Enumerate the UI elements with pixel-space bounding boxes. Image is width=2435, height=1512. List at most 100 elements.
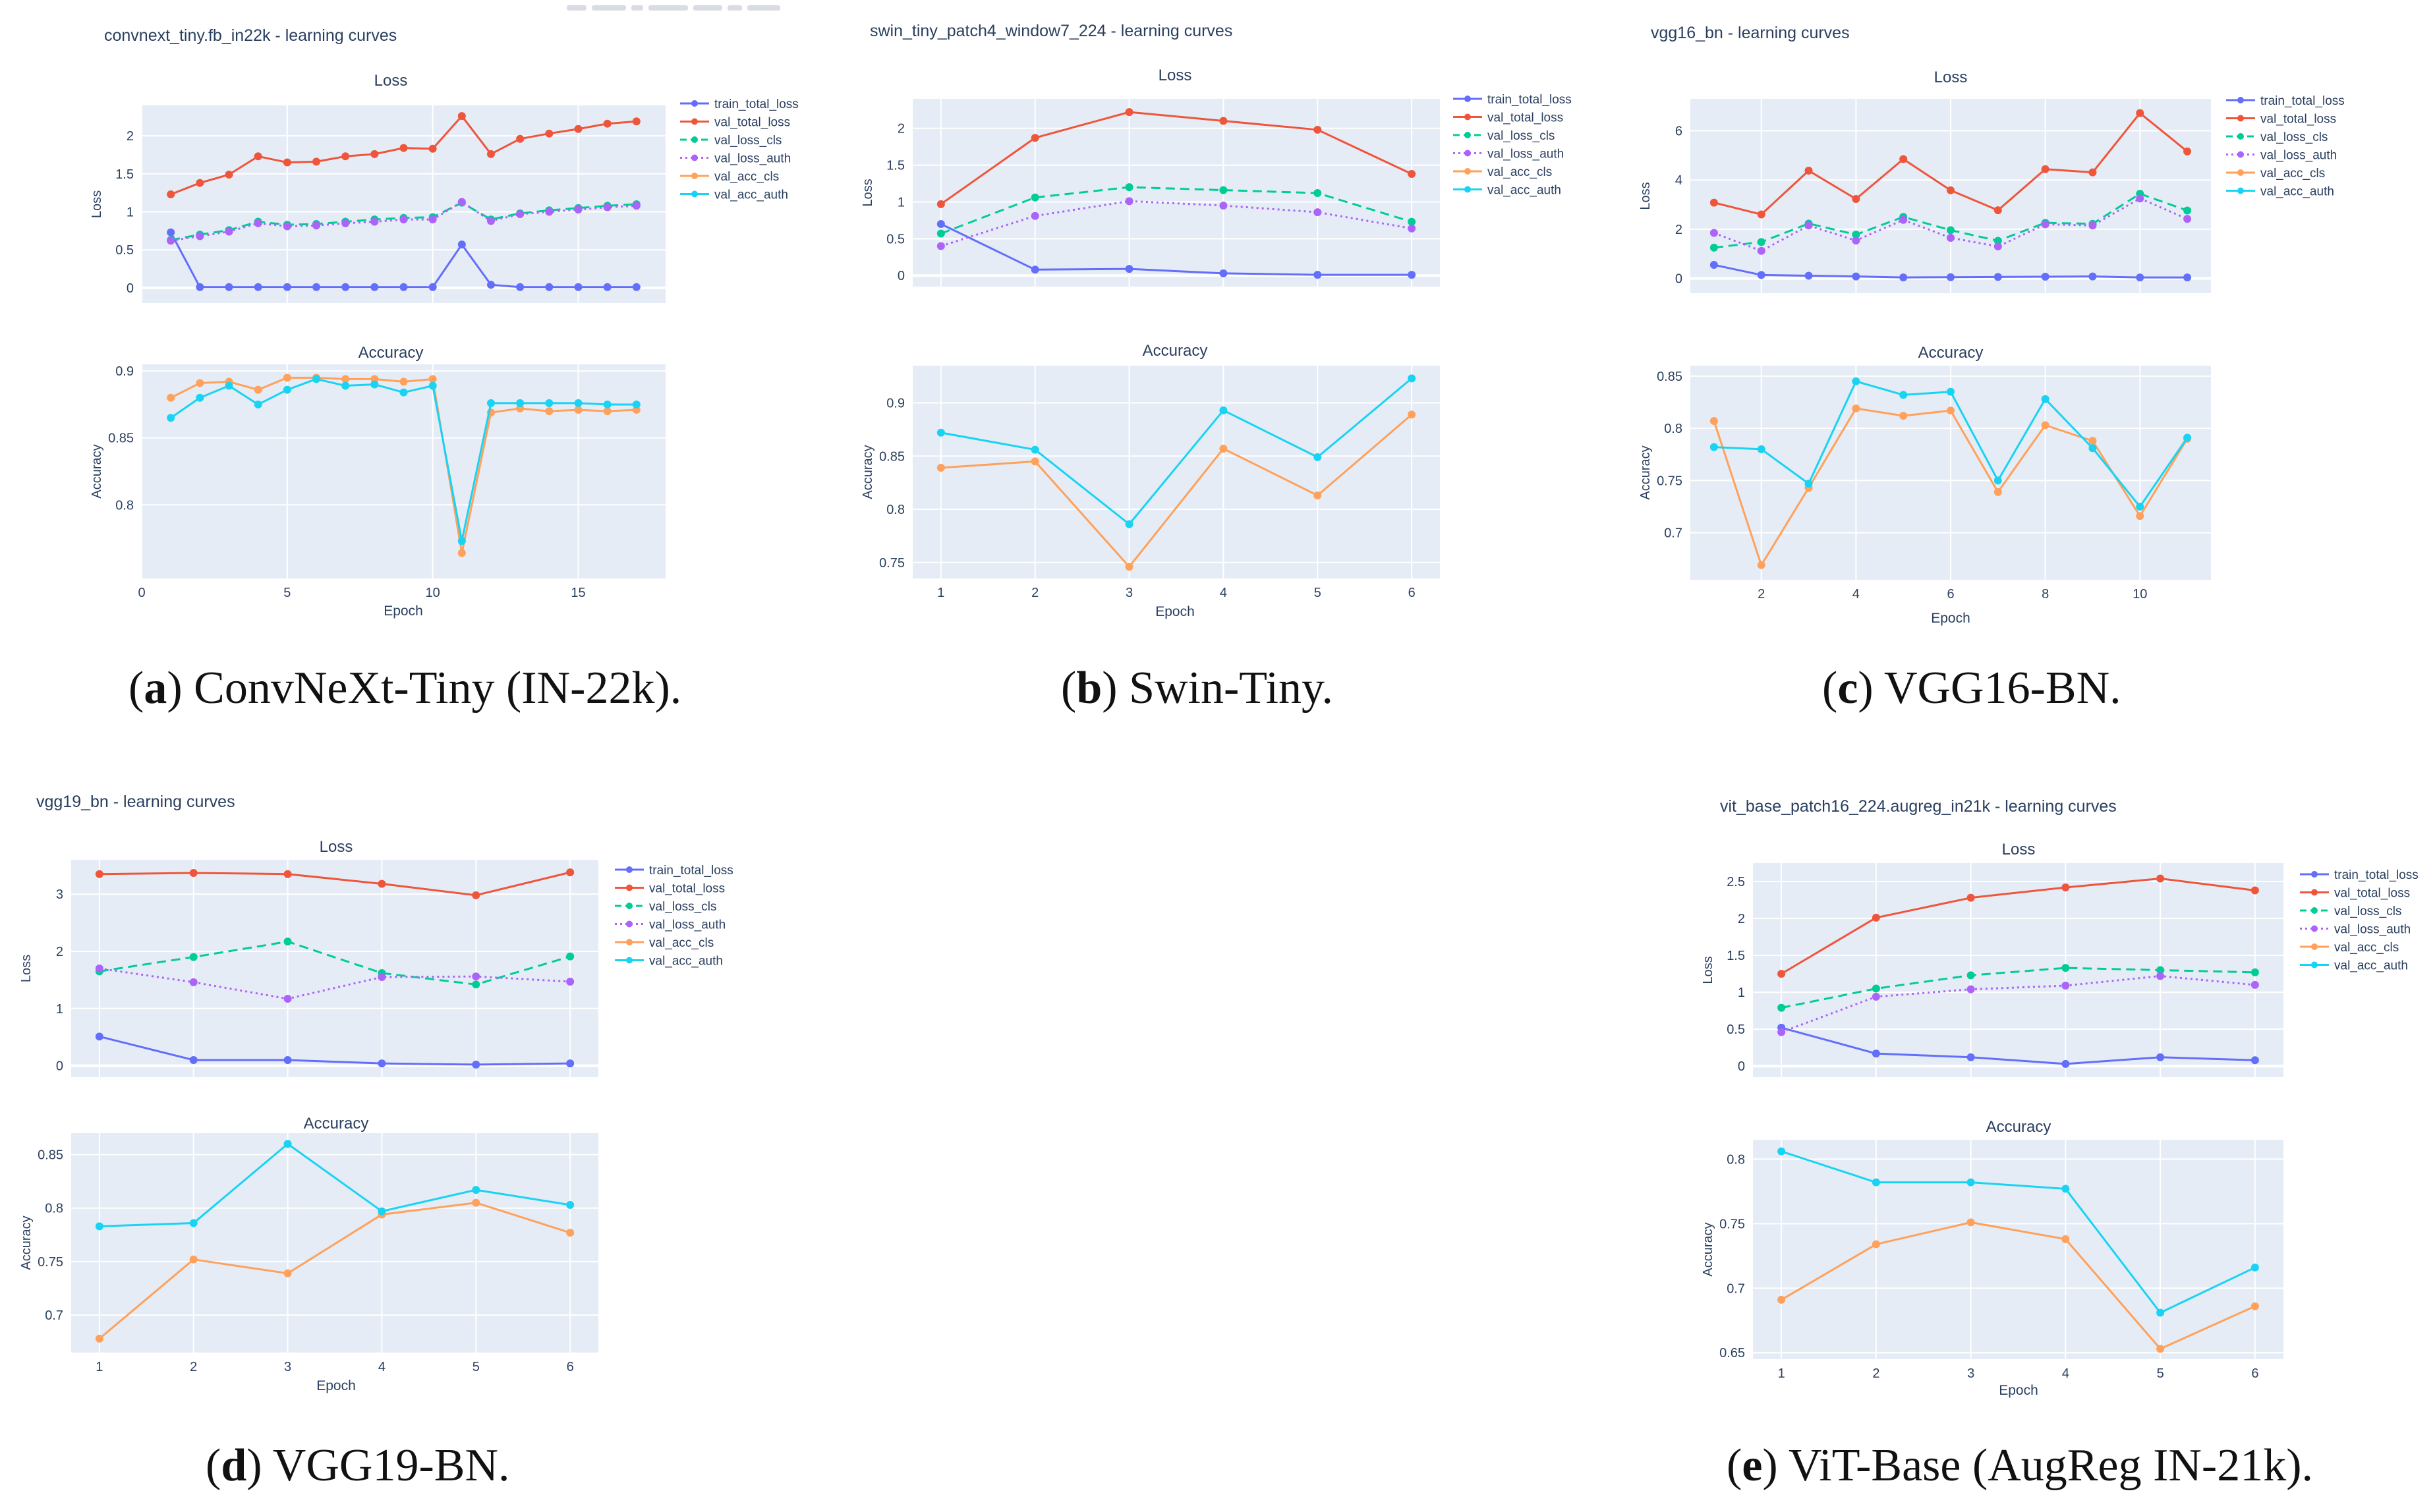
legend-marker-val_acc_auth bbox=[626, 957, 633, 964]
data-point-val_loss_auth bbox=[283, 222, 291, 231]
data-point-train_total_loss bbox=[936, 220, 945, 228]
y-tick-label: 0 bbox=[898, 269, 905, 283]
data-point-train_total_loss bbox=[457, 240, 466, 249]
y-tick-label: 0.7 bbox=[1664, 526, 1682, 541]
series-line-train_total_loss bbox=[1781, 1026, 2255, 1065]
chart-3-x-axis-label: Epoch bbox=[1931, 611, 1970, 626]
series-line-val_loss_cls bbox=[1781, 966, 2255, 1009]
legend-label-val_acc_cls: val_acc_cls bbox=[1487, 165, 1552, 179]
data-point-train_total_loss bbox=[1993, 273, 2002, 281]
data-point-val_acc_auth bbox=[189, 1219, 198, 1227]
data-point-train_total_loss bbox=[283, 1055, 292, 1064]
data-point-val_loss_auth bbox=[428, 215, 437, 224]
y-tick-label: 0.5 bbox=[1727, 1022, 1745, 1037]
y-tick-label: 3 bbox=[56, 887, 63, 902]
data-point-val_loss_cls bbox=[1408, 217, 1416, 226]
data-point-val_acc_cls bbox=[2041, 421, 2049, 430]
x-tick-label: 5 bbox=[473, 1360, 480, 1374]
legend-label-val_acc_cls: val_acc_cls bbox=[714, 170, 779, 184]
data-point-val_acc_auth bbox=[2136, 503, 2144, 511]
data-point-val_loss_auth bbox=[457, 198, 466, 206]
data-point-val_acc_cls bbox=[1993, 488, 2002, 496]
data-point-val_loss_auth bbox=[2250, 980, 2259, 989]
data-point-val_acc_auth bbox=[283, 1140, 292, 1148]
y-axis-label: Accuracy bbox=[861, 445, 875, 499]
x-tick-label: 4 bbox=[378, 1360, 386, 1374]
chart-2-accuracy-panel: 0.75 0.8 0.85 0.9 1 2 3 4 5 6 Accuracy Accuracy bbox=[861, 342, 1440, 600]
data-point-train_total_loss bbox=[1031, 266, 1039, 274]
y-tick-label: 0.75 bbox=[1657, 474, 1682, 488]
data-point-val_acc_cls bbox=[2136, 512, 2144, 520]
data-point-val_loss_cls bbox=[1313, 189, 1322, 198]
x-tick-label: 2 bbox=[190, 1360, 197, 1374]
data-point-val_acc_cls bbox=[1709, 417, 1718, 426]
data-point-train_total_loss bbox=[378, 1059, 386, 1068]
y-tick-label: 0.75 bbox=[38, 1255, 63, 1270]
y-tick-label: 2 bbox=[127, 129, 134, 144]
data-point-val_total_loss bbox=[1031, 134, 1039, 142]
data-point-val_total_loss bbox=[196, 179, 204, 187]
y-tick-label: 1 bbox=[56, 1002, 63, 1017]
data-point-val_loss_auth bbox=[196, 232, 204, 240]
data-point-train_total_loss bbox=[2250, 1056, 2259, 1065]
data-point-val_loss_auth bbox=[516, 210, 525, 218]
data-point-train_total_loss bbox=[1219, 269, 1228, 277]
data-point-val_acc_cls bbox=[1947, 406, 1955, 415]
y-tick-label: 2 bbox=[1675, 223, 1682, 237]
subplot-title: Loss bbox=[320, 838, 353, 856]
data-point-val_loss_auth bbox=[1947, 233, 1955, 242]
plot-area bbox=[71, 860, 598, 1077]
caption-d-text: VGG19-BN. bbox=[262, 1440, 510, 1491]
legend-marker-val_total_loss bbox=[1464, 113, 1471, 121]
data-point-train_total_loss bbox=[95, 1032, 103, 1041]
data-point-val_acc_cls bbox=[399, 378, 408, 386]
y-axis-label: Loss bbox=[861, 179, 875, 206]
data-point-val_total_loss bbox=[189, 868, 198, 877]
data-point-val_total_loss bbox=[603, 119, 612, 128]
data-point-val_acc_cls bbox=[167, 393, 175, 402]
data-point-train_total_loss bbox=[2061, 1059, 2070, 1068]
data-point-val_total_loss bbox=[2088, 168, 2097, 177]
subplot-title: Loss bbox=[374, 72, 408, 90]
data-point-val_total_loss bbox=[428, 144, 437, 153]
data-point-val_acc_auth bbox=[516, 399, 525, 407]
legend-label-val_loss_auth: val_loss_auth bbox=[714, 152, 791, 166]
data-point-val_loss_cls bbox=[1031, 193, 1039, 202]
series-line-val_loss_cls bbox=[99, 940, 571, 986]
data-point-train_total_loss bbox=[225, 283, 233, 291]
legend-marker-val_loss_cls bbox=[626, 903, 633, 909]
data-point-val_acc_auth bbox=[1709, 443, 1718, 451]
data-point-val_acc_cls bbox=[1313, 491, 1322, 500]
data-point-val_total_loss bbox=[2250, 886, 2259, 895]
series-line-val_loss_auth bbox=[170, 201, 637, 242]
legend-marker-val_acc_auth bbox=[2311, 961, 2318, 968]
data-point-val_acc_auth bbox=[603, 400, 612, 408]
x-tick-label: 15 bbox=[571, 586, 585, 600]
data-point-val_loss_auth bbox=[1993, 242, 2002, 251]
data-point-val_total_loss bbox=[254, 152, 262, 161]
caption-d-letter: d bbox=[221, 1440, 247, 1491]
data-point-val_loss_cls bbox=[936, 229, 945, 238]
chart-1-title: convnext_tiny.fb_in22k - learning curves bbox=[104, 26, 397, 45]
data-point-val_loss_auth bbox=[632, 202, 641, 210]
x-tick-label: 6 bbox=[1947, 587, 1954, 602]
data-point-val_total_loss bbox=[399, 144, 408, 152]
data-point-val_total_loss bbox=[312, 157, 320, 166]
x-tick-label: 2 bbox=[1758, 587, 1765, 602]
legend-marker-val_acc_auth bbox=[1464, 186, 1471, 193]
data-point-train_total_loss bbox=[603, 283, 612, 291]
legend-marker-val_acc_auth bbox=[691, 190, 698, 198]
chart-5-title: vit_base_patch16_224.augreg_in21k - lear… bbox=[1720, 797, 2117, 816]
legend-label-val_acc_auth: val_acc_auth bbox=[714, 188, 788, 202]
x-tick-label: 10 bbox=[2133, 587, 2147, 602]
legend-marker-val_loss_auth bbox=[1464, 150, 1471, 157]
data-point-val_total_loss bbox=[1709, 198, 1718, 207]
legend-label-val_loss_auth: val_loss_auth bbox=[649, 918, 726, 932]
data-point-val_acc_auth bbox=[632, 400, 641, 408]
legend-marker-train_total_loss bbox=[626, 866, 633, 873]
data-point-val_loss_cls bbox=[472, 980, 480, 989]
legend-label-val_loss_cls: val_loss_cls bbox=[1487, 129, 1555, 143]
legend-marker-train_total_loss bbox=[691, 100, 698, 107]
data-point-val_total_loss bbox=[1313, 125, 1322, 134]
data-point-val_acc_auth bbox=[254, 400, 262, 408]
